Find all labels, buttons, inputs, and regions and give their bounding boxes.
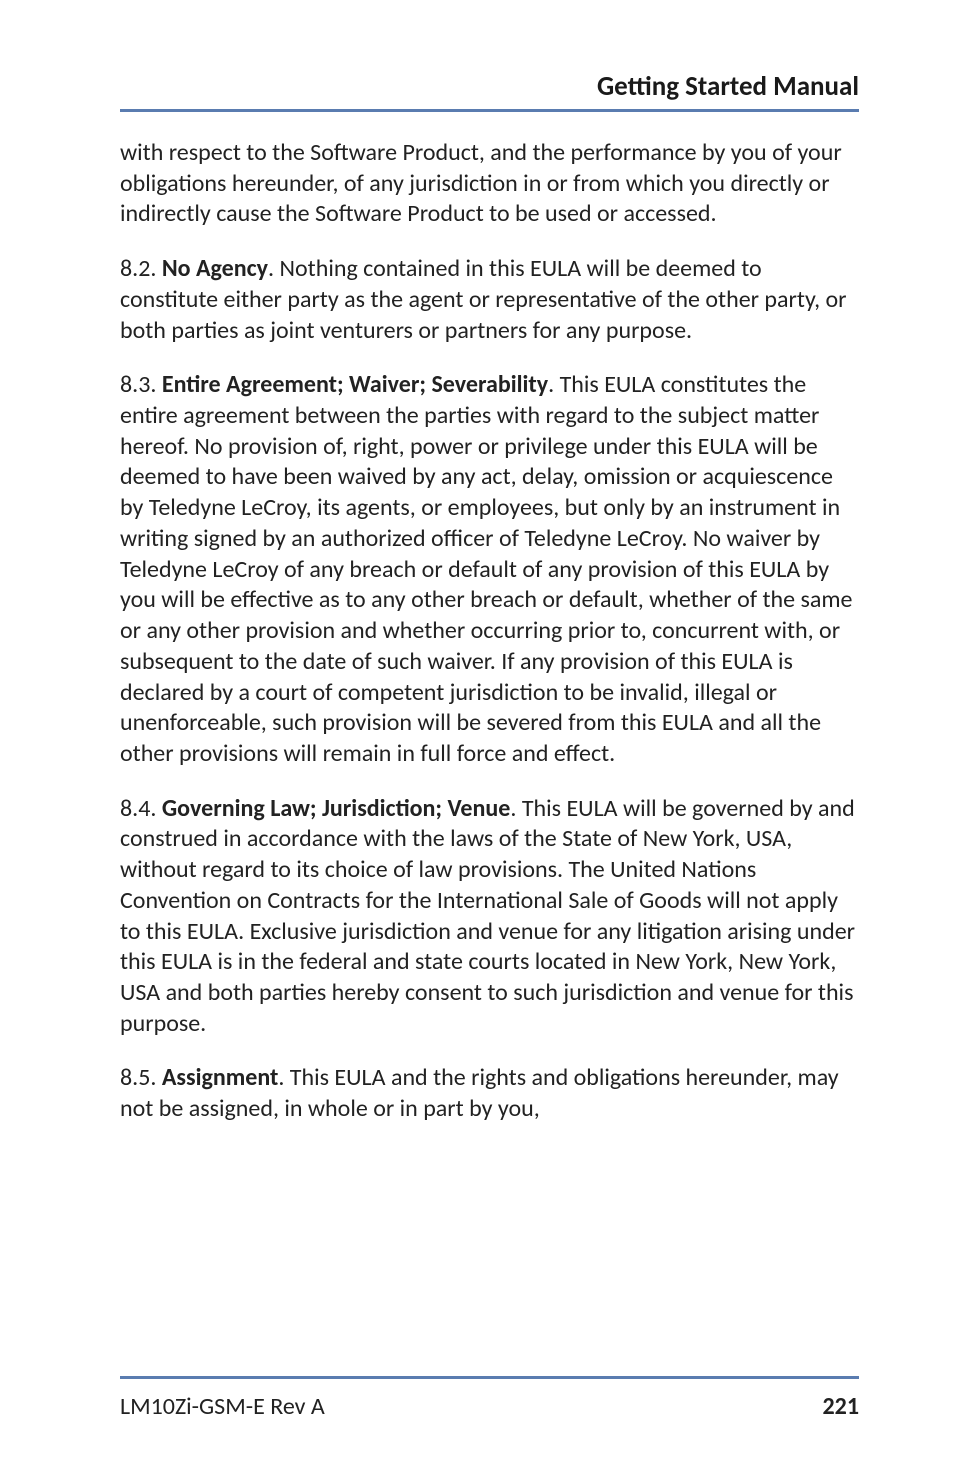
clause-number: 8.3. [120, 370, 162, 399]
clause-title: No Agency [162, 254, 268, 283]
clause-text: . This EULA constitutes the entire agree… [120, 370, 852, 768]
footer-doc-id: LM10Zi-GSM-E Rev A [120, 1392, 325, 1421]
paragraph-8-3: 8.3. Entire Agreement; Waiver; Severabil… [120, 370, 859, 769]
paragraph-8-4: 8.4. Governing Law; Jurisdiction; Venue.… [120, 794, 859, 1040]
paragraph-8-5: 8.5. Assignment. This EULA and the right… [120, 1063, 859, 1124]
clause-number: 8.2. [120, 254, 162, 283]
clause-number: 8.5. [120, 1063, 162, 1092]
clause-title: Entire Agreement; Waiver; Severability [162, 370, 548, 399]
footer-rule [120, 1376, 859, 1379]
clause-number: 8.4. [120, 794, 162, 823]
header-rule [120, 109, 859, 112]
paragraph-8-2: 8.2. No Agency. Nothing contained in thi… [120, 254, 859, 346]
footer-page-number: 221 [823, 1392, 860, 1421]
paragraph-continuation: with respect to the Software Product, an… [120, 138, 859, 230]
header-title: Getting Started Manual [597, 70, 859, 103]
page-footer: LM10Zi-GSM-E Rev A 221 [120, 1392, 859, 1421]
page-header: Getting Started Manual [120, 70, 859, 103]
clause-text: . This EULA will be governed by and cons… [120, 794, 855, 1038]
clause-title: Assignment [162, 1063, 278, 1092]
clause-title: Governing Law; Jurisdiction; Venue [162, 794, 510, 823]
